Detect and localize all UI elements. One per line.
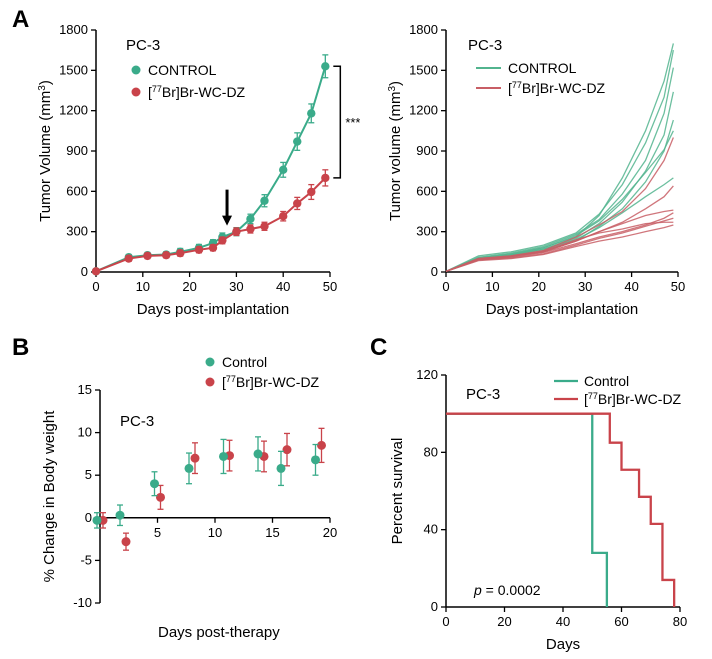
svg-text:p = 0.0002: p = 0.0002 — [473, 582, 541, 598]
svg-text:CONTROL: CONTROL — [148, 62, 217, 78]
svg-text:Days: Days — [546, 636, 580, 653]
svg-text:[77Br]Br-WC-DZ: [77Br]Br-WC-DZ — [222, 374, 320, 390]
svg-text:0: 0 — [92, 279, 99, 294]
panel-label-b: B — [12, 334, 29, 362]
svg-text:50: 50 — [671, 279, 685, 294]
svg-text:10: 10 — [78, 425, 92, 440]
svg-text:0: 0 — [81, 264, 88, 279]
svg-text:1800: 1800 — [59, 22, 88, 37]
svg-text:1500: 1500 — [409, 62, 438, 77]
svg-text:600: 600 — [416, 183, 438, 198]
svg-text:[77Br]Br-WC-DZ: [77Br]Br-WC-DZ — [508, 80, 606, 96]
svg-text:Control: Control — [584, 373, 629, 389]
svg-text:[77Br]Br-WC-DZ: [77Br]Br-WC-DZ — [584, 391, 682, 407]
svg-text:0: 0 — [442, 279, 449, 294]
svg-text:Percent survival: Percent survival — [389, 438, 406, 545]
svg-text:1500: 1500 — [59, 62, 88, 77]
svg-text:40: 40 — [424, 522, 438, 537]
svg-text:Days post-implantation: Days post-implantation — [486, 301, 639, 318]
panel-a-right-chart: 0 300 600 900 1200 1500 1800 0 10 20 30 40 50 Tumor v… — [380, 10, 710, 320]
svg-text:0: 0 — [442, 614, 449, 629]
svg-text:900: 900 — [66, 143, 88, 158]
svg-text:1200: 1200 — [409, 103, 438, 118]
svg-text:% Change in Body weight: % Change in Body weight — [41, 410, 58, 583]
svg-text:50: 50 — [323, 279, 337, 294]
svg-text:10: 10 — [136, 279, 150, 294]
svg-text:Tumor Volume (mm3): Tumor Volume (mm3) — [37, 80, 55, 222]
svg-text:Days post-implantation: Days post-implantation — [137, 301, 290, 318]
svg-text:900: 900 — [416, 143, 438, 158]
svg-text:30: 30 — [578, 279, 592, 294]
svg-text:10: 10 — [485, 279, 499, 294]
svg-text:1200: 1200 — [59, 103, 88, 118]
svg-text:CONTROL: CONTROL — [508, 60, 577, 76]
svg-text:20: 20 — [323, 525, 337, 540]
panel-label-a: A — [12, 6, 29, 34]
svg-text:Tumor volume (mm3): Tumor volume (mm3) — [387, 81, 405, 221]
svg-text:60: 60 — [614, 614, 628, 629]
svg-text:[77Br]Br-WC-DZ: [77Br]Br-WC-DZ — [148, 84, 246, 100]
svg-text:15: 15 — [265, 525, 279, 540]
figure: A B C 030060090012001500180001020304050*… — [0, 0, 712, 659]
svg-text:300: 300 — [66, 224, 88, 239]
svg-text:20: 20 — [182, 279, 196, 294]
svg-text:80: 80 — [673, 614, 687, 629]
svg-text:15: 15 — [78, 382, 92, 397]
svg-text:80: 80 — [424, 444, 438, 459]
svg-text:0: 0 — [431, 264, 438, 279]
svg-text:****: **** — [345, 115, 360, 130]
svg-text:PC-3: PC-3 — [126, 37, 160, 54]
svg-text:40: 40 — [624, 279, 638, 294]
svg-text:-10: -10 — [73, 595, 92, 610]
panel-c-chart: 0 40 80 120 0 20 40 60 80 Percent survival Days PC-… — [380, 345, 710, 655]
svg-text:0: 0 — [85, 510, 92, 525]
panel-b-chart: -10 -5 0 5 10 15 5 10 15 20 % Change in Body weigh… — [30, 345, 360, 655]
svg-text:Days post-therapy: Days post-therapy — [158, 624, 280, 641]
svg-text:PC-3: PC-3 — [468, 37, 502, 54]
panel-a-left-chart: 0 300 600 900 1200 1500 1800 0 10 20 30 40 50 **** Tum… — [30, 10, 360, 320]
svg-text:PC-3: PC-3 — [466, 386, 500, 403]
svg-text:40: 40 — [556, 614, 570, 629]
svg-text:5: 5 — [154, 525, 161, 540]
svg-text:10: 10 — [208, 525, 222, 540]
svg-text:PC-3: PC-3 — [120, 413, 154, 430]
svg-text:Control: Control — [222, 354, 267, 370]
svg-text:20: 20 — [532, 279, 546, 294]
svg-text:5: 5 — [85, 467, 92, 482]
svg-text:-5: -5 — [80, 552, 92, 567]
svg-text:40: 40 — [276, 279, 290, 294]
svg-text:1800: 1800 — [409, 22, 438, 37]
svg-text:600: 600 — [66, 183, 88, 198]
svg-text:120: 120 — [416, 367, 438, 382]
svg-text:300: 300 — [416, 224, 438, 239]
svg-text:30: 30 — [229, 279, 243, 294]
svg-text:20: 20 — [497, 614, 511, 629]
svg-text:0: 0 — [431, 599, 438, 614]
